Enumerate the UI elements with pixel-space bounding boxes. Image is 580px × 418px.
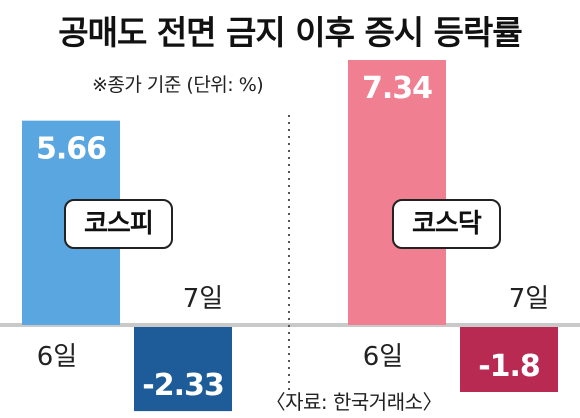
kospi-label: 코스피 <box>64 199 173 249</box>
kosdaq-label: 코스닥 <box>392 199 501 249</box>
kospi-category-label-1: 6일 <box>37 342 77 372</box>
kosdaq-value-label-1: 7.34 <box>362 71 432 106</box>
kospi-value-label-2: -2.33 <box>142 368 223 403</box>
kospi-bar-2 <box>134 327 232 412</box>
kosdaq-bar-1 <box>348 60 446 325</box>
kosdaq-category-label-2: 7일 <box>509 284 549 314</box>
kospi-value-label-1: 5.66 <box>36 132 106 167</box>
kospi-category-label-2: 7일 <box>183 284 223 314</box>
kosdaq-bar-2 <box>460 327 558 392</box>
unit-note: ※종가 기준 (단위: %) <box>92 74 264 96</box>
kosdaq-category-label-1: 6일 <box>363 342 403 372</box>
chart-title: 공매도 전면 금지 이후 증시 등락률 <box>58 13 522 52</box>
kosdaq-value-label-2: -1.8 <box>478 349 540 384</box>
source-note: 〈자료: 한국거래소〉 <box>265 390 443 414</box>
